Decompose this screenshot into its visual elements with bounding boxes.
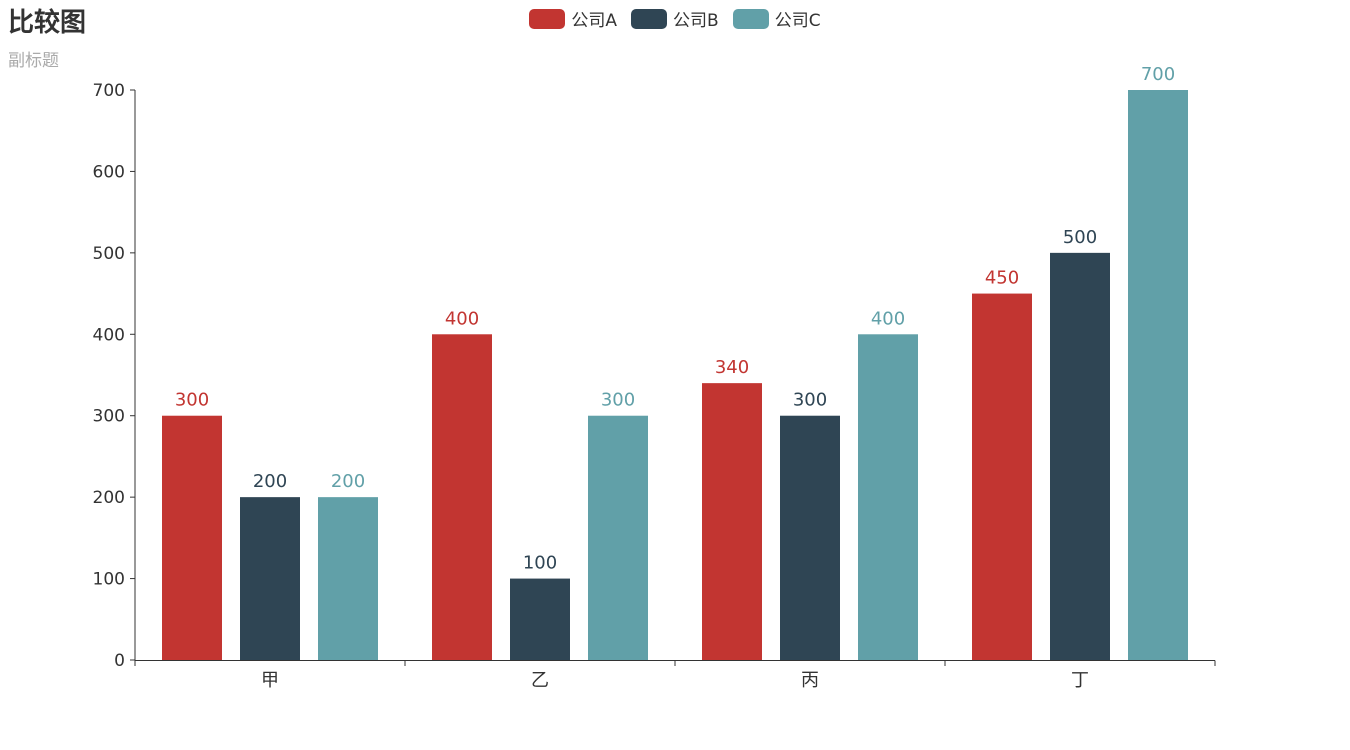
bar-label-s2-c3: 700 bbox=[1141, 64, 1175, 85]
bar-s2-c0 bbox=[318, 497, 378, 660]
bar-label-s1-c1: 100 bbox=[523, 553, 557, 574]
bar-s0-c1 bbox=[432, 334, 492, 660]
legend-swatch-company-c bbox=[732, 8, 769, 29]
bar-s0-c0 bbox=[162, 415, 222, 660]
bar-label-s2-c2: 400 bbox=[871, 308, 905, 329]
bar-label-s2-c1: 300 bbox=[601, 390, 635, 411]
legend-label-company-b: 公司B bbox=[673, 11, 719, 31]
x-tick-label-0: 甲 bbox=[261, 670, 279, 691]
x-tick-label-2: 丙 bbox=[801, 670, 819, 691]
y-tick-label-0: 0 bbox=[114, 651, 125, 671]
x-tick-label-1: 乙 bbox=[531, 670, 549, 691]
bar-s2-c1 bbox=[588, 415, 648, 660]
bar-label-s0-c0: 300 bbox=[175, 390, 209, 411]
y-tick-label-7: 700 bbox=[93, 81, 125, 101]
chart-subtitle: 副标题 bbox=[8, 51, 59, 71]
bar-label-s1-c2: 300 bbox=[793, 390, 827, 411]
legend-item-company-c[interactable]: 公司C bbox=[732, 6, 821, 31]
y-tick-label-5: 500 bbox=[93, 244, 125, 264]
legend-item-company-b[interactable]: 公司B bbox=[631, 6, 719, 31]
y-tick-label-2: 200 bbox=[93, 488, 125, 508]
bar-s1-c0 bbox=[240, 497, 300, 660]
y-tick-label-3: 300 bbox=[93, 407, 125, 427]
y-tick-label-1: 100 bbox=[93, 570, 125, 590]
x-tick-label-3: 丁 bbox=[1071, 670, 1089, 691]
bar-label-s2-c0: 200 bbox=[331, 471, 365, 492]
bar-label-s1-c3: 500 bbox=[1063, 227, 1097, 248]
bar-label-s1-c0: 200 bbox=[253, 471, 287, 492]
bar-label-s0-c2: 340 bbox=[715, 357, 749, 378]
chart-title: 比较图 bbox=[8, 8, 87, 38]
y-tick-label-4: 400 bbox=[93, 325, 125, 345]
legend: 公司A 公司B 公司C bbox=[0, 6, 1350, 31]
bar-label-s0-c3: 450 bbox=[985, 268, 1019, 289]
bar-s0-c2 bbox=[702, 383, 762, 660]
legend-swatch-company-a bbox=[529, 8, 566, 29]
legend-swatch-company-b bbox=[631, 8, 668, 29]
y-tick-label-6: 600 bbox=[93, 162, 125, 182]
bar-s1-c2 bbox=[780, 415, 840, 660]
bar-s2-c3 bbox=[1128, 90, 1188, 660]
bar-s0-c3 bbox=[972, 293, 1032, 660]
bar-label-s0-c1: 400 bbox=[445, 308, 479, 329]
legend-label-company-a: 公司A bbox=[571, 11, 618, 31]
bar-s1-c1 bbox=[510, 578, 570, 660]
legend-item-company-a[interactable]: 公司A bbox=[529, 6, 617, 31]
bar-s1-c3 bbox=[1050, 252, 1110, 660]
bar-s2-c2 bbox=[858, 334, 918, 660]
legend-label-company-c: 公司C bbox=[774, 11, 821, 31]
